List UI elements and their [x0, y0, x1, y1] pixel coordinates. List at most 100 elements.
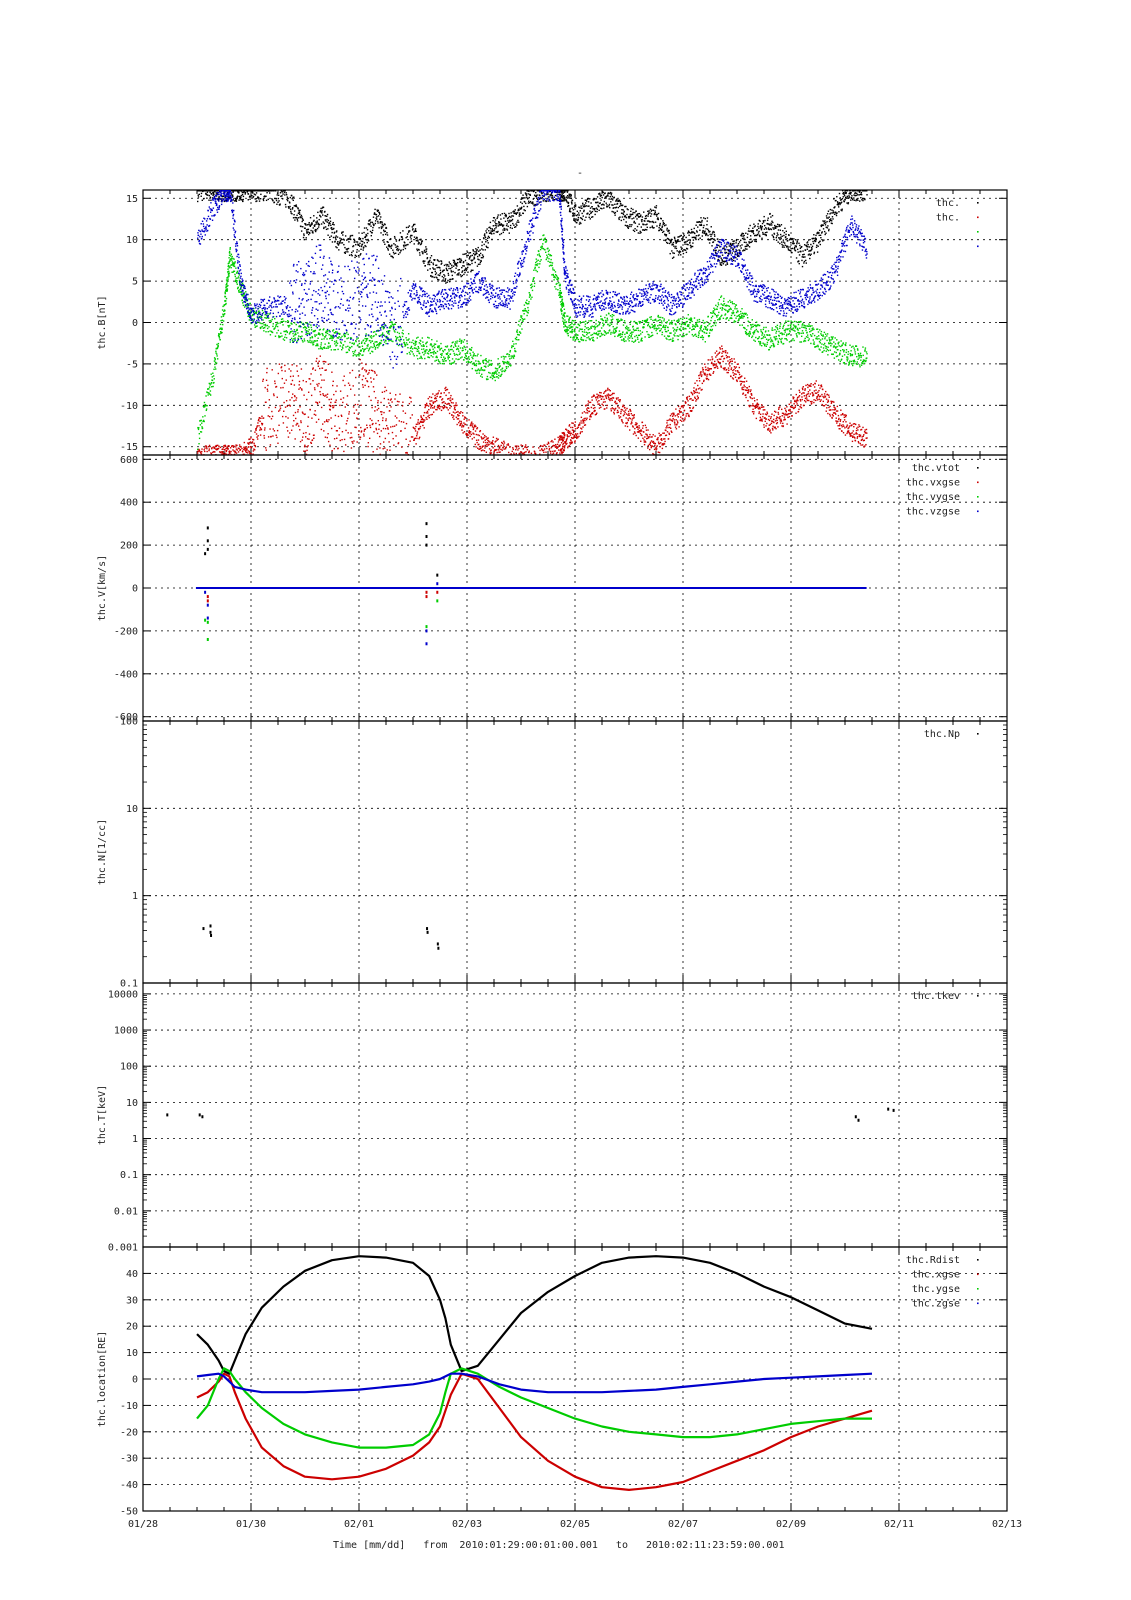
- data-point: [796, 248, 799, 251]
- data-point: [758, 230, 760, 233]
- data-point: [704, 363, 706, 365]
- data-point: [807, 243, 809, 246]
- data-point: [659, 224, 661, 226]
- data-point: [222, 452, 224, 455]
- data-point: [784, 244, 786, 246]
- data-point: [674, 426, 677, 428]
- data-point: [197, 196, 200, 198]
- data-point: [786, 245, 788, 247]
- data-point: [745, 380, 748, 382]
- data-point: [818, 234, 820, 237]
- data-point: [580, 427, 582, 429]
- data-point: [306, 231, 308, 233]
- data-point: [789, 408, 791, 411]
- data-point: [581, 218, 584, 221]
- data-point: [494, 221, 496, 223]
- data-point: [296, 423, 299, 425]
- data-point: [654, 206, 656, 208]
- data-point: [612, 204, 614, 206]
- data-point: [716, 365, 718, 368]
- data-point: [376, 210, 379, 212]
- data-point: [581, 412, 584, 414]
- data-point: [222, 195, 225, 198]
- data-point: [657, 441, 660, 443]
- data-point: [723, 357, 726, 360]
- data-point: [409, 230, 411, 232]
- data-point: [573, 424, 576, 426]
- data-point: [638, 425, 640, 427]
- data-point: [200, 190, 202, 192]
- data-point: [673, 421, 676, 423]
- data-point: [731, 244, 733, 246]
- data-point: [554, 438, 556, 440]
- data-point: [512, 447, 514, 449]
- data-point: [840, 198, 843, 201]
- data-point: [423, 249, 426, 252]
- data-point: [429, 257, 432, 259]
- data-point: [435, 272, 438, 274]
- data-point: [279, 407, 282, 409]
- data-point: [482, 255, 485, 258]
- data-point: [692, 239, 695, 241]
- data-point: [241, 190, 243, 192]
- data-point: [516, 224, 518, 226]
- data-point: [625, 422, 627, 424]
- data-point: [636, 218, 638, 220]
- data-point: [359, 237, 362, 240]
- data-point: [737, 242, 740, 245]
- data-point: [708, 238, 711, 241]
- data-point: [721, 260, 724, 262]
- data-point: [568, 193, 570, 195]
- data-point: [215, 449, 218, 451]
- data-point: [786, 413, 789, 416]
- data-point: [760, 418, 762, 420]
- data-point: [599, 394, 602, 397]
- data-point: [749, 224, 751, 227]
- data-point: [701, 219, 703, 222]
- data-point: [586, 200, 588, 202]
- data-point: [627, 227, 630, 230]
- data-point: [333, 231, 336, 234]
- data-point: [857, 199, 859, 201]
- data-point: [669, 418, 671, 420]
- data-point: [552, 452, 555, 454]
- data-point: [652, 227, 654, 229]
- data-point: [481, 248, 483, 250]
- data-point: [654, 221, 657, 223]
- data-point: [554, 450, 556, 452]
- data-point: [370, 377, 372, 379]
- data-point: [482, 437, 485, 440]
- data-point: [702, 229, 704, 232]
- data-point: [633, 431, 636, 433]
- data-point: [197, 452, 199, 454]
- data-point: [332, 223, 334, 225]
- data-point: [334, 236, 337, 239]
- data-point: [643, 223, 645, 226]
- data-point: [792, 397, 795, 400]
- data-point: [444, 402, 446, 405]
- data-point: [539, 444, 542, 447]
- data-point: [703, 372, 705, 375]
- data-point: [501, 449, 503, 451]
- data-point: [298, 209, 300, 212]
- data-point: [251, 441, 254, 443]
- data-point: [422, 260, 425, 262]
- data-point: [431, 404, 433, 406]
- data-point: [453, 418, 455, 420]
- data-point: [705, 378, 708, 380]
- data-point: [521, 451, 523, 454]
- data-point: [495, 231, 498, 233]
- data-point: [383, 397, 385, 400]
- data-point: [589, 401, 592, 404]
- data-point: [659, 222, 661, 225]
- data-point: [431, 413, 434, 416]
- data-point: [336, 437, 338, 439]
- data-point: [778, 224, 780, 226]
- data-point: [350, 388, 352, 390]
- data-point: [495, 437, 498, 440]
- data-point: [590, 212, 592, 214]
- data-point: [332, 380, 334, 383]
- data-point: [483, 450, 486, 452]
- data-point: [785, 409, 787, 411]
- data-point: [727, 367, 730, 369]
